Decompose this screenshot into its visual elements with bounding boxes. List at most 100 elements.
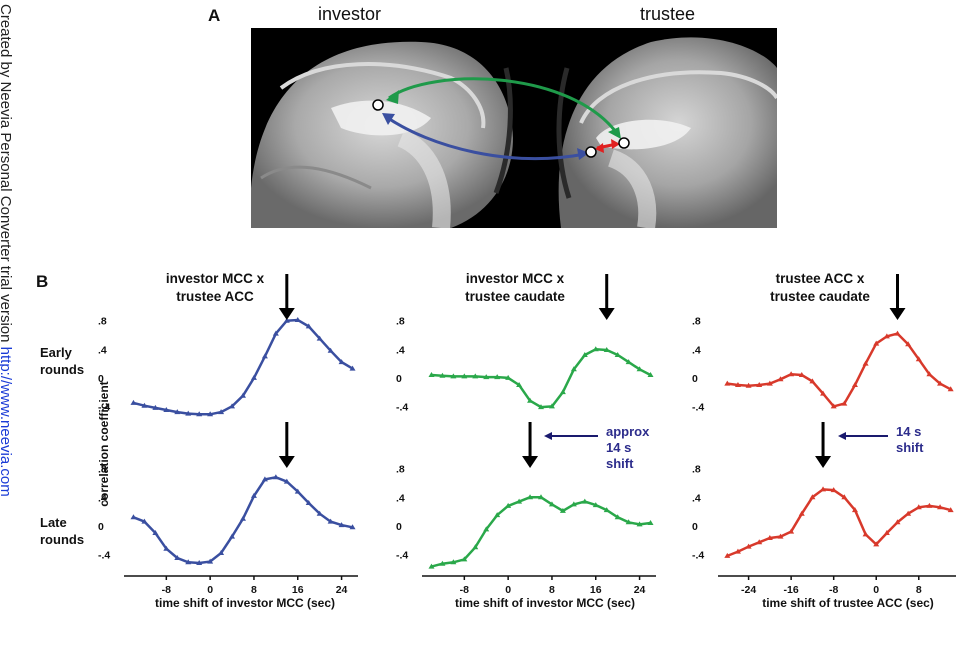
data-point — [428, 372, 435, 377]
chart-panel-6: -.4 0 .4 .8 -24 -16 -8 0 8 — [692, 464, 956, 596]
data-point — [862, 531, 869, 537]
x-tick-label: 24 — [634, 584, 646, 596]
y-tick-label: .4 — [98, 344, 107, 356]
data-point — [915, 504, 922, 510]
data-point — [636, 366, 643, 372]
data-point — [338, 359, 345, 365]
panel-b-letter: B — [36, 272, 49, 291]
chart-panel-2: -.4 0 .4 .8 — [396, 316, 654, 413]
data-point — [130, 399, 137, 405]
data-point — [766, 535, 773, 540]
green-connection — [388, 77, 621, 137]
data-point — [152, 530, 159, 535]
data-point — [603, 347, 610, 352]
y-tick-label: .8 — [692, 464, 701, 476]
data-point — [548, 501, 555, 507]
investor-brain — [251, 41, 513, 229]
data-point — [894, 330, 901, 336]
y-tick-label: -.4 — [692, 401, 704, 413]
data-point — [283, 317, 290, 323]
y-tick-label: .8 — [98, 316, 107, 328]
x-tick-label: -16 — [784, 584, 799, 596]
y-tick-label: -.4 — [396, 401, 408, 413]
x-tick-label: 8 — [251, 584, 257, 596]
data-point — [926, 502, 933, 508]
col-title-2: investor MCC x trustee caudate — [465, 271, 565, 304]
row-label-late: Late rounds — [40, 515, 85, 547]
y-tick-label: .4 — [692, 492, 701, 504]
x-tick-label: 16 — [292, 584, 304, 596]
y-tick-label: 0 — [396, 521, 402, 533]
data-point — [636, 521, 643, 527]
data-point — [734, 548, 741, 554]
data-point — [851, 507, 858, 513]
data-point — [798, 510, 805, 516]
data-point — [926, 371, 933, 377]
data-point — [483, 374, 490, 380]
data-point — [809, 378, 816, 384]
row-label-early: Early rounds — [40, 345, 85, 377]
x-tick-label: 0 — [505, 584, 511, 596]
data-point — [734, 382, 741, 387]
data-point — [581, 352, 588, 357]
data-point — [647, 520, 654, 525]
data-point — [559, 389, 566, 395]
data-point — [494, 374, 501, 380]
data-point — [527, 397, 534, 403]
data-point — [130, 514, 137, 520]
data-point — [905, 510, 912, 516]
data-point — [947, 386, 954, 392]
data-point — [461, 373, 468, 379]
data-point — [229, 403, 236, 409]
data-point — [163, 545, 170, 551]
peak-arrow-head — [278, 308, 295, 320]
data-point — [141, 518, 148, 524]
y-tick-label: -.4 — [98, 549, 110, 561]
data-point — [305, 500, 312, 505]
data-point — [581, 498, 588, 504]
trustee-brain — [556, 37, 779, 230]
col-title-1: investor MCC x trustee ACC — [165, 271, 265, 304]
data-point — [788, 371, 795, 377]
data-point — [724, 380, 731, 386]
data-point — [570, 366, 577, 372]
y-tick-label: .4 — [692, 344, 701, 356]
data-point — [305, 323, 312, 329]
chart-panel-1: -.4 0 .4 .8 — [98, 316, 356, 417]
x-tick-label: 16 — [590, 584, 602, 596]
data-point — [947, 507, 954, 513]
x-tick-label: 0 — [873, 584, 879, 596]
data-point — [196, 560, 203, 565]
data-point — [788, 528, 795, 534]
data-point — [873, 541, 880, 547]
x-tick-label: -8 — [162, 584, 171, 596]
data-point — [777, 533, 784, 539]
investor-mcc-node — [372, 99, 384, 111]
data-point — [272, 330, 279, 336]
data-point — [527, 494, 534, 500]
data-point — [851, 382, 858, 387]
data-point — [428, 563, 435, 569]
data-point — [841, 494, 848, 500]
data-point — [883, 530, 890, 535]
y-tick-label: -.4 — [692, 549, 704, 561]
data-point — [538, 494, 544, 500]
data-point — [316, 510, 323, 516]
data-point — [207, 558, 214, 564]
y-tick-label: -.4 — [396, 549, 408, 561]
x-tick-label: 24 — [336, 584, 348, 596]
data-point — [756, 382, 763, 387]
data-point — [472, 373, 479, 379]
data-point — [218, 550, 225, 555]
data-point — [915, 356, 922, 362]
y-tick-label: .4 — [396, 492, 405, 504]
y-tick-label: .8 — [692, 316, 701, 328]
data-point — [316, 335, 323, 341]
data-point — [937, 380, 944, 386]
data-point — [450, 373, 457, 379]
peak-arrow-head — [278, 456, 295, 468]
y-tick-label: .8 — [396, 316, 405, 328]
y-tick-label: .4 — [98, 492, 107, 504]
peak-arrow-head — [889, 308, 906, 320]
blue-connection — [384, 114, 586, 160]
